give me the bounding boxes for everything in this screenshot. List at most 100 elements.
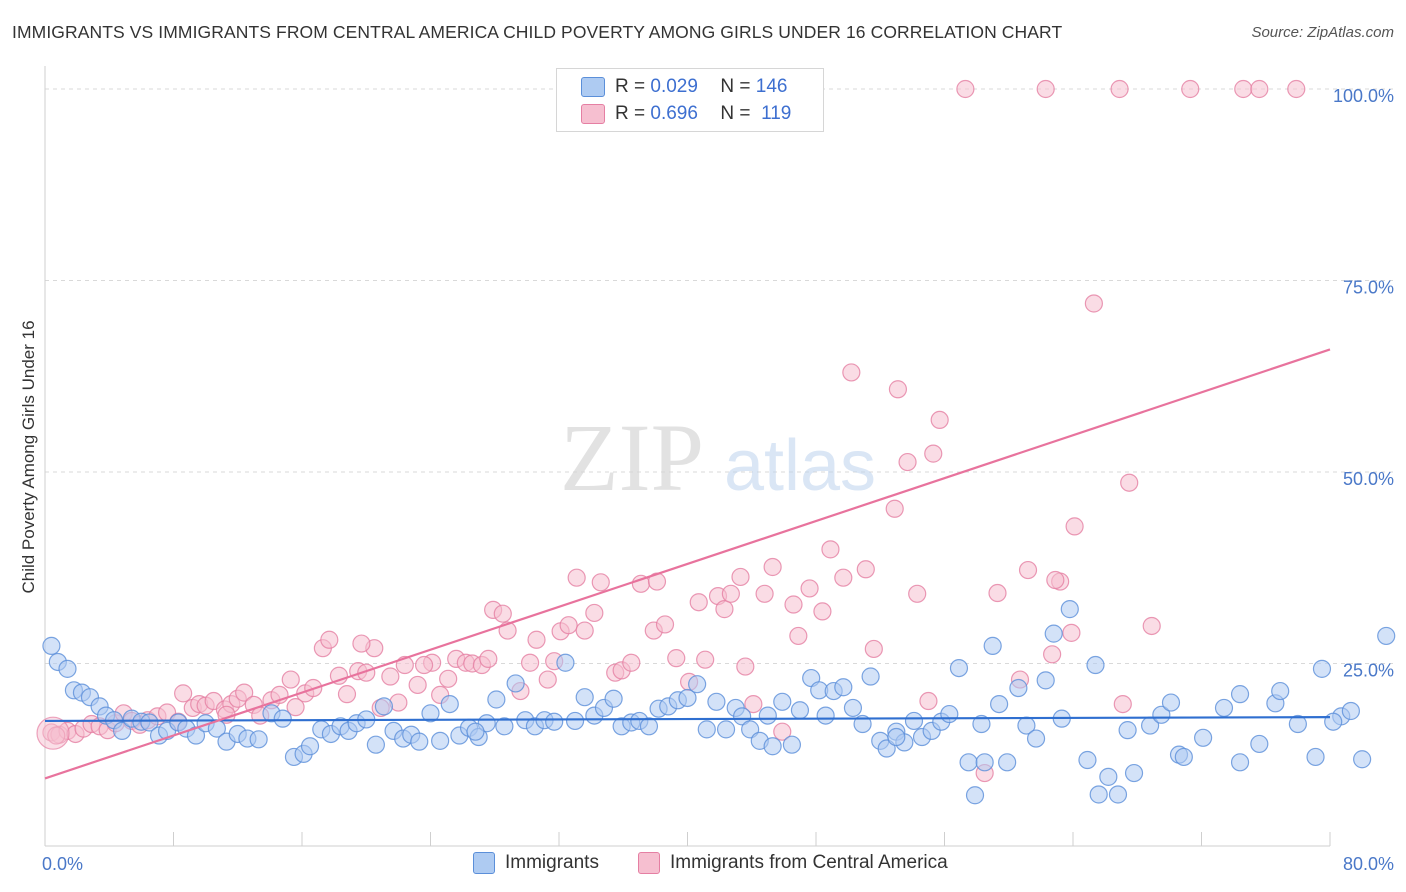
immigrants-point	[1078, 750, 1097, 770]
watermark: ZIP atlas	[560, 404, 876, 511]
central-america-point	[898, 452, 917, 472]
legend-item-immigrants[interactable]: Immigrants	[473, 852, 599, 874]
stats-row-central-america: R = 0.696 N = 119	[581, 102, 791, 126]
immigrants-point	[773, 692, 792, 711]
n-label: N =	[720, 76, 751, 97]
central-america-point	[527, 630, 546, 649]
central-america-point	[414, 655, 434, 675]
immigrants-point	[904, 711, 924, 731]
immigrants-point	[716, 720, 736, 739]
central-america-point	[856, 560, 875, 579]
central-america-point	[575, 621, 594, 640]
immigrants-point	[763, 737, 782, 756]
central-america-point	[813, 602, 832, 621]
central-america-point	[493, 604, 512, 623]
central-america-point	[567, 568, 586, 587]
immigrants-point	[575, 688, 594, 707]
immigrants-point	[421, 704, 440, 723]
central-america-point	[320, 630, 339, 649]
pink-swatch	[638, 852, 660, 874]
central-america-point	[1018, 560, 1038, 580]
n-label: N =	[720, 103, 751, 124]
central-america-point	[1065, 517, 1084, 536]
central-america-point	[1113, 694, 1132, 714]
immigrants-point	[983, 636, 1002, 655]
immigrants-point	[990, 694, 1009, 714]
immigrants-point	[1089, 785, 1108, 804]
blue-swatch	[473, 852, 495, 874]
immigrants-point	[1324, 712, 1343, 731]
immigrants-point	[58, 659, 77, 678]
central-america-point	[286, 698, 305, 717]
central-america-point	[408, 675, 427, 695]
immigrants-point	[1377, 626, 1396, 646]
immigrants-point	[604, 689, 623, 708]
y-tick-label: 75.0%	[1343, 278, 1394, 298]
n-value: 146	[755, 76, 788, 97]
central-america-point	[744, 694, 763, 714]
central-america-point	[381, 667, 400, 686]
immigrants-point	[1214, 698, 1234, 718]
axis-layer	[44, 66, 1331, 847]
central-america-point	[773, 722, 792, 741]
r-value: 0.696	[650, 103, 698, 124]
immigrants-point	[42, 636, 61, 655]
immigrants-point	[1230, 685, 1250, 704]
immigrants-point	[965, 786, 985, 805]
immigrants-point	[949, 658, 969, 678]
y-tick-label: 100.0%	[1333, 86, 1394, 106]
central-america-point	[1110, 79, 1129, 99]
immigrants-point	[1161, 693, 1181, 712]
immigrants-point	[1271, 681, 1290, 701]
central-america-point	[763, 557, 782, 577]
y-axis-label: Child Poverty Among Girls Under 16	[19, 320, 38, 593]
source-label: Source: ZipAtlas.com	[1251, 24, 1394, 41]
watermark-atlas: atlas	[724, 426, 876, 506]
legend-item-central-america[interactable]: Immigrants from Central America	[638, 852, 948, 874]
immigrants-point	[1124, 763, 1144, 783]
immigrants-point	[273, 709, 292, 728]
watermark-zip: ZIP	[560, 404, 704, 511]
immigrants-point	[688, 675, 707, 694]
immigrants-point	[1152, 705, 1171, 724]
central-america-point	[885, 499, 904, 518]
immigrants-point	[998, 753, 1017, 772]
immigrants-point	[758, 706, 777, 725]
immigrants-point	[816, 706, 835, 725]
central-america-point	[1287, 79, 1306, 99]
legend-label: Immigrants from Central America	[670, 852, 948, 873]
central-america-point	[520, 653, 540, 672]
blue-swatch	[581, 77, 605, 97]
central-america-point	[731, 567, 750, 587]
central-america-point	[174, 684, 193, 703]
immigrants-point	[1099, 767, 1118, 786]
immigrants-point	[374, 697, 394, 716]
stats-legend: R = 0.029 N = 146 R = 0.696 N = 119	[556, 68, 824, 132]
immigrants-point	[782, 735, 802, 754]
central-america-point	[919, 691, 938, 711]
immigrants-point	[1009, 678, 1028, 698]
y-tick-label: 25.0%	[1343, 661, 1394, 681]
immigrants-point	[466, 722, 485, 741]
trend-lines	[44, 348, 1331, 780]
central-america-point	[559, 616, 578, 635]
central-america-point	[1084, 294, 1103, 313]
immigrants-point	[112, 721, 132, 741]
central-america-point	[1062, 623, 1081, 642]
immigrants-point	[959, 753, 978, 772]
r-label: R =	[615, 76, 646, 97]
immigrants-point	[1353, 750, 1372, 769]
immigrants-point	[140, 713, 159, 732]
n-value: 119	[761, 103, 792, 124]
immigrants-point	[1250, 734, 1269, 754]
immigrants-point	[249, 730, 268, 749]
immigrants-point	[1118, 721, 1137, 740]
immigrants-point	[972, 714, 991, 734]
immigrants-point	[639, 717, 659, 736]
immigrants-point	[1026, 729, 1046, 748]
central-america-point	[834, 568, 853, 587]
chart-title: IMMIGRANTS VS IMMIGRANTS FROM CENTRAL AM…	[12, 22, 1063, 42]
immigrants-point	[1044, 624, 1063, 643]
central-america-point	[789, 626, 808, 646]
immigrants-point	[545, 712, 564, 731]
